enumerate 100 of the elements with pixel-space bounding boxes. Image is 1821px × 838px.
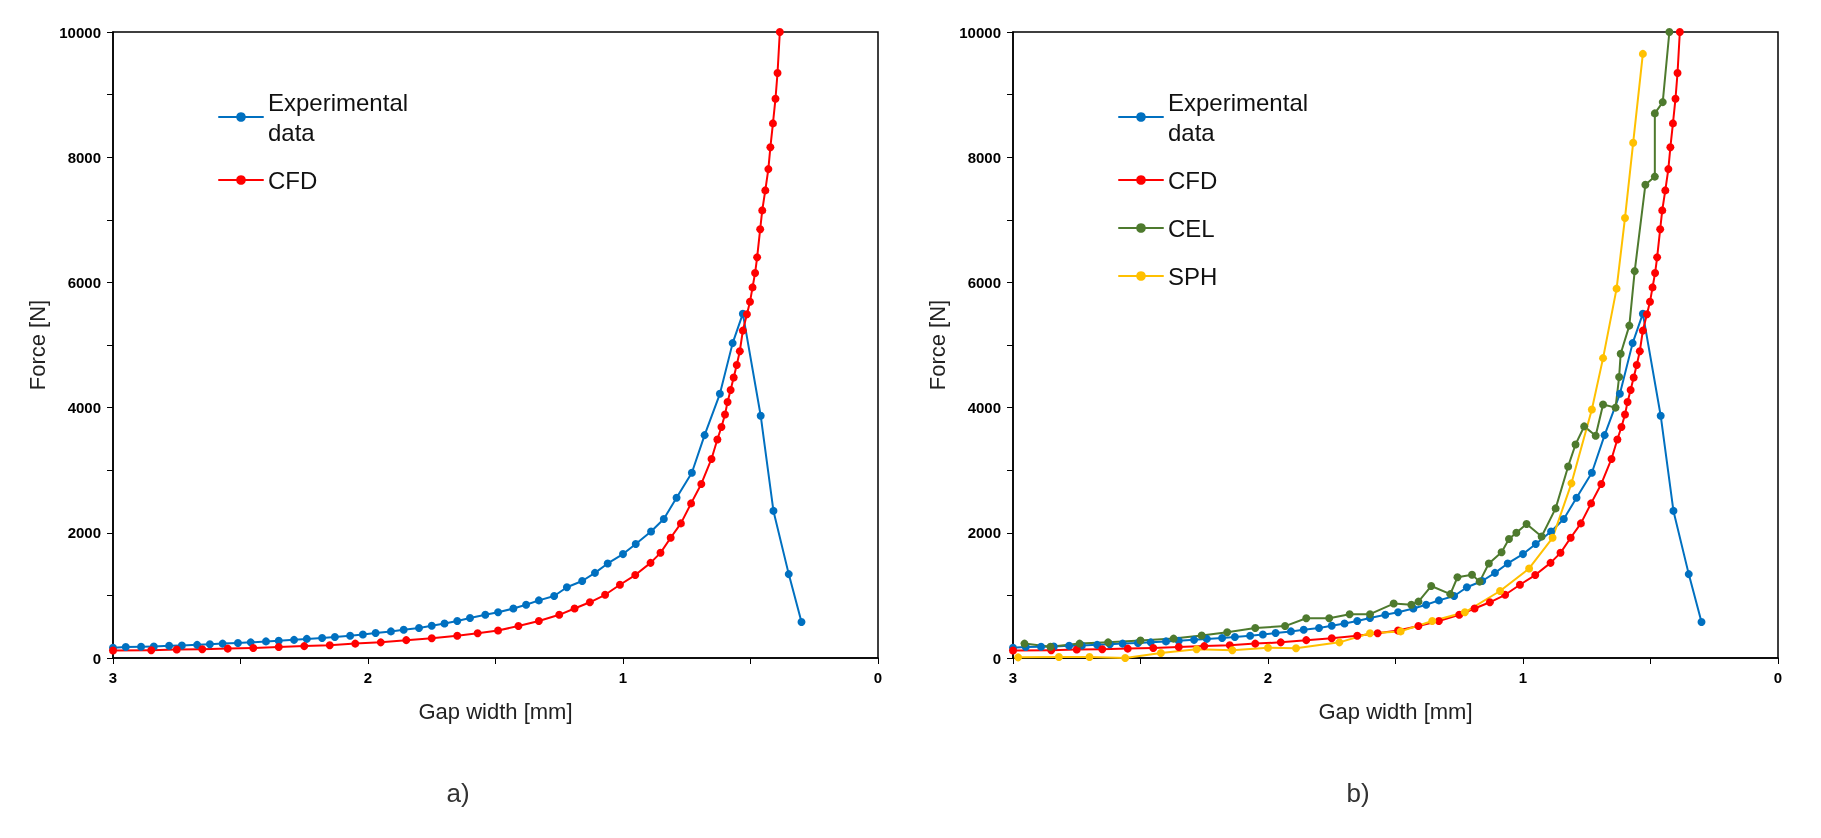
- point: [771, 94, 780, 103]
- point: [753, 253, 762, 262]
- point: [1246, 631, 1255, 640]
- point: [440, 619, 449, 628]
- point: [1251, 623, 1260, 632]
- point: [1673, 69, 1682, 77]
- point: [742, 310, 751, 319]
- point: [1559, 515, 1568, 524]
- point: [318, 633, 327, 642]
- point: [481, 610, 490, 619]
- point: [738, 326, 747, 335]
- point: [1174, 643, 1183, 652]
- point: [784, 570, 793, 579]
- point: [1302, 614, 1311, 623]
- point: [1446, 590, 1455, 599]
- point: [218, 639, 227, 648]
- point: [766, 143, 775, 152]
- point: [1434, 596, 1443, 605]
- point: [619, 550, 627, 559]
- point: [274, 643, 283, 652]
- point: [1629, 138, 1638, 147]
- point: [1666, 143, 1675, 152]
- point: [453, 631, 462, 640]
- point: [1591, 431, 1600, 440]
- y-tick-label: 10000: [959, 23, 1001, 41]
- point: [1315, 623, 1323, 632]
- y-tick-label: 8000: [967, 148, 1001, 166]
- point: [732, 361, 741, 370]
- point: [1537, 532, 1546, 541]
- point: [1353, 631, 1362, 640]
- point: [473, 629, 482, 638]
- point: [1460, 608, 1469, 617]
- point: [1580, 422, 1589, 431]
- legend-label: CFD: [1168, 166, 1218, 194]
- point: [1434, 617, 1443, 626]
- point: [1276, 638, 1285, 647]
- point: [1632, 361, 1641, 370]
- point: [729, 373, 738, 382]
- point: [1366, 629, 1374, 638]
- point: [1625, 321, 1634, 330]
- point: [1658, 98, 1667, 107]
- point: [1072, 645, 1081, 654]
- point: [1345, 610, 1354, 619]
- point: [1642, 310, 1651, 319]
- point: [1093, 640, 1102, 649]
- point: [631, 540, 640, 549]
- x-tick-label: 1: [618, 669, 628, 686]
- point: [376, 638, 385, 647]
- point: [570, 604, 579, 613]
- point: [615, 580, 624, 589]
- point: [748, 283, 757, 292]
- point: [1223, 628, 1232, 637]
- point: [1218, 633, 1227, 642]
- point: [1548, 533, 1557, 542]
- y-tick-label: 2000: [67, 524, 101, 542]
- point: [1629, 373, 1638, 382]
- point: [1626, 386, 1635, 395]
- point: [1228, 646, 1237, 655]
- legend-label: SPH: [1168, 262, 1218, 290]
- y-tick-label: 10000: [59, 23, 101, 41]
- point: [1271, 628, 1280, 637]
- point: [1664, 165, 1673, 174]
- point: [1638, 326, 1647, 335]
- x-tick-label: 2: [363, 669, 373, 686]
- point: [1630, 267, 1639, 276]
- point: [330, 633, 339, 642]
- point: [205, 640, 214, 649]
- point: [1615, 389, 1624, 398]
- point: [1661, 186, 1670, 195]
- point: [1192, 645, 1201, 654]
- point: [758, 206, 767, 215]
- point: [1599, 400, 1608, 409]
- point: [672, 493, 681, 502]
- point: [728, 339, 737, 348]
- point: [768, 119, 777, 128]
- x-axis-title: Gap width [mm]: [1318, 698, 1473, 724]
- point: [147, 646, 156, 655]
- point: [1065, 641, 1074, 650]
- point: [1190, 635, 1199, 644]
- y-tick-label: 8000: [67, 148, 101, 166]
- point: [715, 389, 724, 398]
- point: [1675, 28, 1684, 36]
- point: [415, 623, 423, 632]
- point: [1599, 354, 1608, 363]
- x-tick-label: 0: [873, 669, 883, 686]
- y-tick-label: 2000: [967, 524, 1001, 542]
- point: [386, 627, 395, 636]
- point: [193, 640, 202, 649]
- point: [1616, 349, 1625, 358]
- point: [764, 165, 773, 174]
- point: [1650, 109, 1659, 118]
- point: [746, 297, 754, 306]
- point: [351, 639, 360, 648]
- point: [1118, 639, 1127, 648]
- point: [358, 630, 367, 639]
- y-axis-title: Force [N]: [24, 299, 50, 391]
- point: [1020, 639, 1029, 648]
- point: [1381, 610, 1390, 619]
- point: [1468, 570, 1476, 579]
- point: [1512, 528, 1521, 537]
